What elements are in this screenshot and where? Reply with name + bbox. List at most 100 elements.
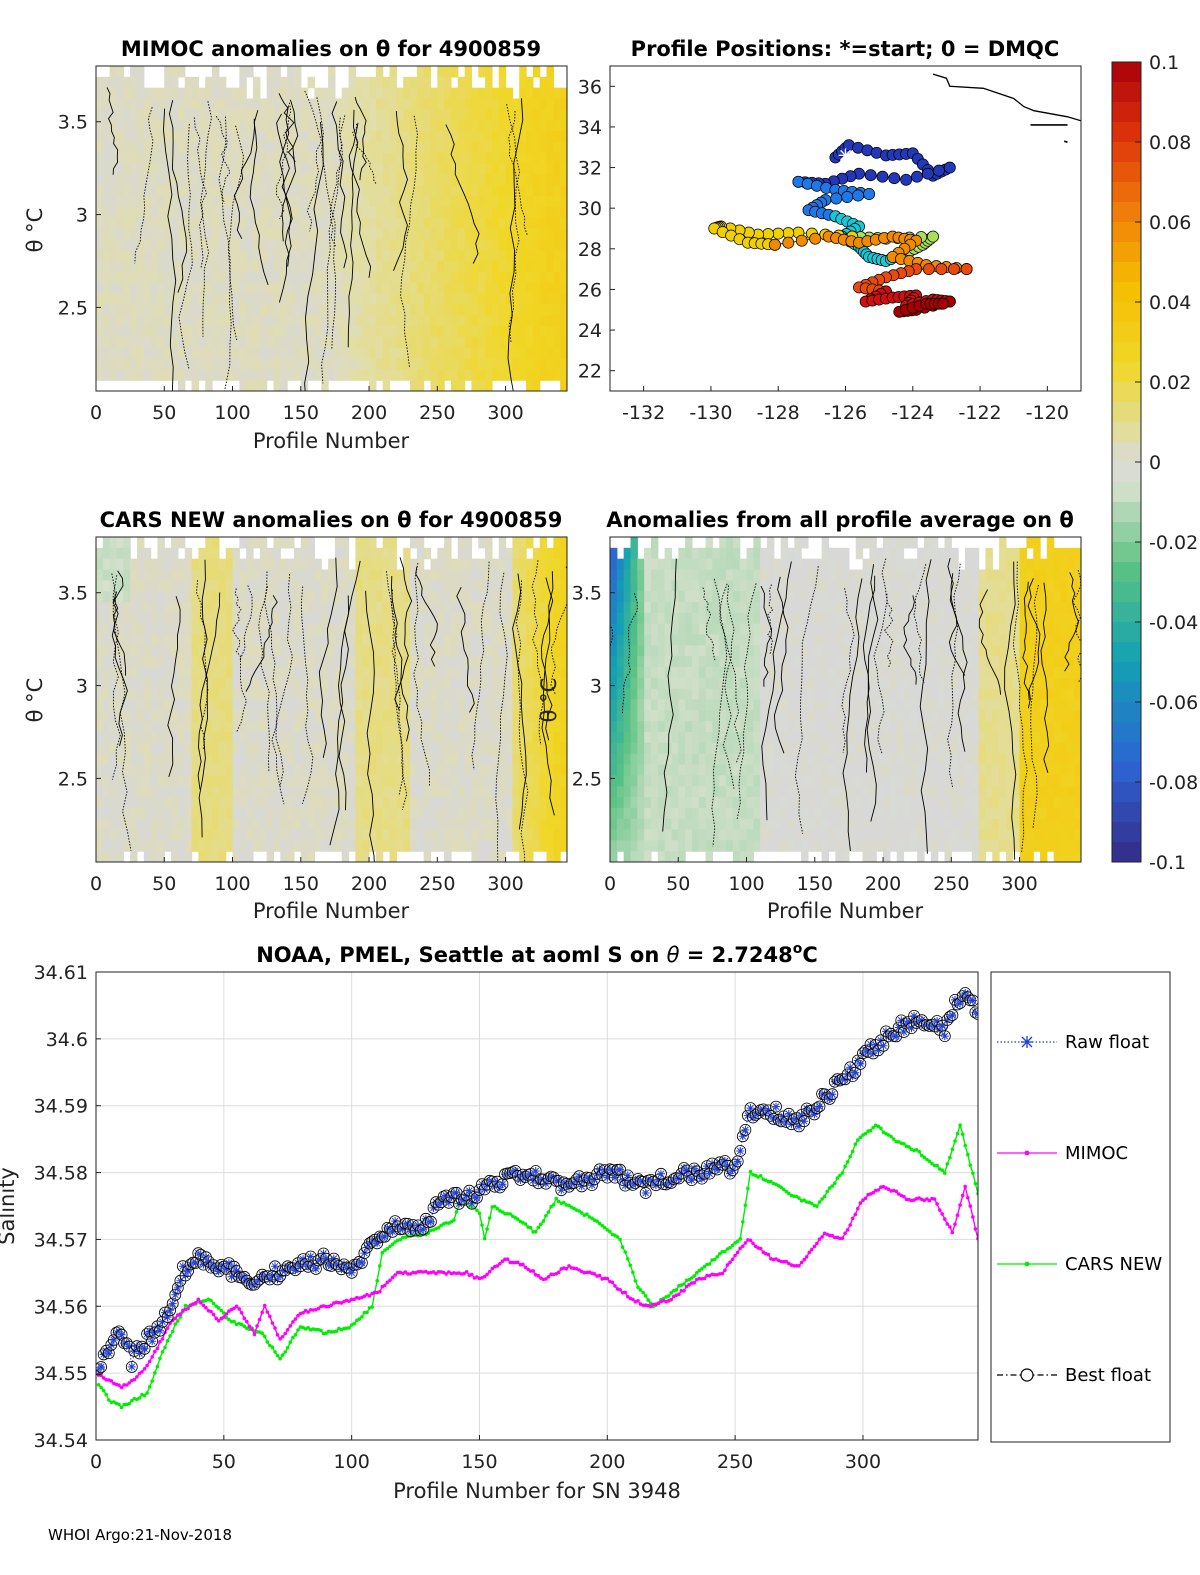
heatmap-cell [410, 293, 418, 305]
heatmap-cell [157, 358, 165, 370]
heatmap-cell [444, 250, 452, 262]
heatmap-cell [416, 206, 425, 219]
heatmap-cell [280, 109, 288, 121]
heatmap-cell [116, 109, 124, 121]
heatmap-cell [616, 634, 625, 646]
heatmap-cell [726, 840, 734, 852]
heatmap-cell [109, 612, 118, 625]
heatmap-cell [184, 721, 193, 733]
heatmap-cell [375, 580, 384, 592]
heatmap-cell [732, 775, 741, 787]
heatmap-cell [143, 206, 152, 219]
heatmap-cell [478, 120, 486, 132]
heatmap-cell [671, 807, 679, 820]
heatmap-cell [102, 645, 111, 657]
heatmap-cell [259, 250, 268, 262]
heatmap-cell [450, 645, 459, 657]
heatmap-cell [205, 667, 213, 679]
heatmap-cell [136, 196, 145, 208]
heatmap-cell [293, 602, 302, 614]
heatmap-cell [218, 558, 227, 571]
heatmap-cell [136, 163, 145, 175]
heatmap-cell [212, 688, 220, 701]
heatmap-cell [136, 688, 145, 701]
heatmap-cell [253, 261, 261, 273]
heatmap-cell [273, 667, 281, 679]
heatmap-cell [396, 315, 404, 327]
heatmap-cell [96, 753, 104, 766]
heatmap-cell [253, 818, 261, 831]
heatmap-cell [478, 282, 486, 295]
heatmap-cell [191, 797, 199, 809]
heatmap-cell [539, 304, 548, 316]
heatmap-cell [273, 547, 281, 560]
heatmap-cell [334, 656, 343, 668]
heatmap-cell [726, 645, 734, 657]
heatmap-cell [657, 829, 666, 841]
contour-line [163, 108, 177, 391]
heatmap-cell [623, 580, 632, 592]
heatmap-cell [171, 196, 179, 208]
heatmap-cell [464, 293, 473, 305]
profile-marker [841, 191, 854, 203]
heatmap-cell [314, 688, 322, 701]
heatmap-cell [273, 228, 281, 240]
heatmap-cell [246, 358, 254, 370]
heatmap-cell [664, 753, 673, 766]
heatmap-cell [616, 829, 625, 841]
heatmap-cell [637, 786, 645, 798]
heatmap-cell [423, 688, 432, 701]
heatmap-cell [143, 239, 152, 251]
heatmap-cell [184, 98, 193, 110]
heatmap-cell [410, 250, 418, 262]
heatmap-cell [184, 591, 193, 603]
heatmap-cell [136, 840, 145, 852]
heatmap-cell [526, 829, 534, 841]
heatmap-cell [664, 807, 673, 820]
heatmap-cell [225, 261, 234, 273]
heatmap-cell [205, 141, 213, 154]
heatmap-cell [491, 109, 500, 121]
heatmap-cell [657, 558, 666, 571]
heatmap-cell [287, 818, 295, 831]
heatmap-cell [491, 358, 500, 370]
heatmap-cell [526, 228, 534, 240]
heatmap-cell [136, 818, 145, 831]
heatmap-cell [212, 840, 220, 852]
heatmap-cell [630, 829, 638, 841]
heatmap-cell [416, 152, 425, 165]
heatmap-cell [348, 764, 356, 776]
heatmap-cell [143, 775, 152, 787]
heatmap-cell [212, 239, 220, 251]
heatmap-cell [375, 710, 384, 722]
heatmap-cell [375, 775, 384, 787]
heatmap-cell [334, 645, 343, 657]
heatmap-cell [539, 612, 548, 625]
heatmap-cell [246, 326, 254, 338]
heatmap-cell [205, 131, 213, 143]
heatmap-cell [526, 336, 534, 349]
heatmap-cell [300, 742, 309, 755]
heatmap-cell [341, 282, 350, 295]
heatmap-cell [314, 326, 322, 338]
heatmap-cell [116, 688, 124, 701]
heatmap-cell [630, 677, 638, 690]
heatmap-cell [553, 87, 561, 100]
heatmap-cell [205, 602, 213, 614]
heatmap-cell [610, 829, 618, 841]
heatmap-cell [519, 271, 527, 284]
heatmap-cell [362, 282, 370, 295]
heatmap-cell [685, 807, 693, 820]
heatmap-cell [498, 196, 507, 208]
heatmap-cell [382, 807, 391, 820]
heatmap-cell [334, 591, 343, 603]
heatmap-cell [205, 775, 213, 787]
heatmap-cell [259, 688, 268, 701]
heatmap-cell [505, 336, 513, 349]
heatmap-cell [348, 304, 356, 316]
heatmap-cell [184, 358, 193, 370]
heatmap-cell [136, 656, 145, 668]
heatmap-cell [307, 304, 316, 316]
heatmap-cell [109, 369, 118, 381]
heatmap-cell [177, 612, 186, 625]
